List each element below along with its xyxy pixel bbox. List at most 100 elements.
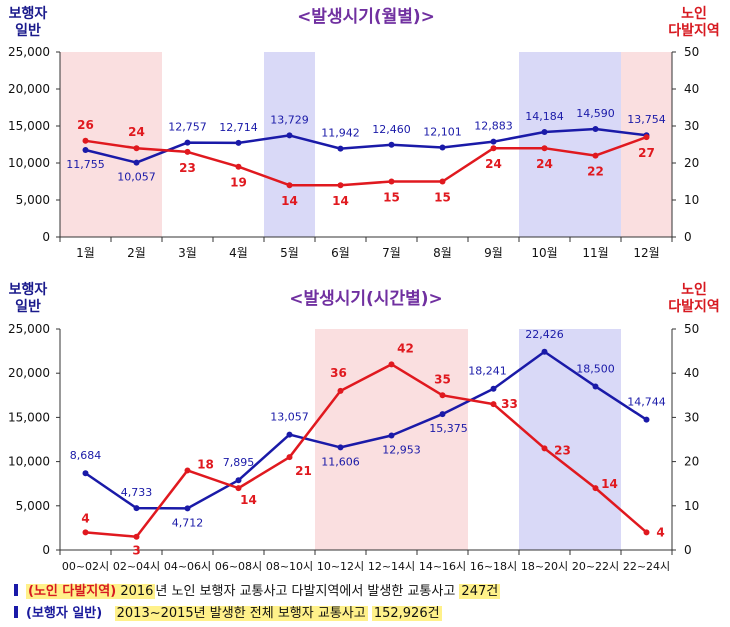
data-point — [592, 485, 599, 492]
bullet-mark — [14, 584, 18, 596]
data-label: 26 — [77, 118, 94, 132]
data-point — [286, 182, 293, 189]
right-tick-label: 10 — [684, 193, 699, 207]
senior-series-line — [85, 363, 648, 538]
data-label: 12,883 — [474, 120, 513, 133]
data-point — [388, 432, 395, 439]
data-point — [82, 529, 89, 536]
data-label: 22,426 — [525, 328, 564, 341]
left-tick-label: 5,000 — [16, 499, 50, 513]
x-tick-label: 3월 — [178, 246, 197, 260]
data-point — [184, 148, 191, 155]
data-label: 33 — [501, 397, 518, 411]
right-tick-label: 40 — [684, 366, 699, 380]
note1-tag: (노인 다발지역) — [28, 584, 117, 599]
data-point — [337, 444, 344, 451]
data-point — [82, 470, 89, 477]
x-tick-label: 1월 — [76, 246, 95, 260]
note-pedestrian-general: (보행자 일반) 2013~2015년 발생한 전체 보행자 교통사고 152,… — [14, 602, 442, 621]
data-point — [82, 147, 89, 154]
left-tick-label: 15,000 — [8, 410, 50, 424]
data-point — [439, 178, 446, 185]
x-tick-label: 6월 — [331, 246, 350, 260]
x-tick-label: 7월 — [382, 246, 401, 260]
x-tick-label: 2월 — [127, 246, 146, 260]
data-label: 24 — [536, 157, 553, 171]
data-label: 24 — [128, 125, 145, 139]
data-label: 24 — [485, 157, 502, 171]
bullet-mark — [14, 606, 18, 618]
data-label: 18,241 — [468, 365, 507, 378]
data-point — [235, 139, 242, 146]
data-point — [133, 159, 140, 166]
data-point — [643, 134, 650, 141]
hourly-chart: 0 5,000 10,000 15,000 20,000 25,000 0 10 20 30 40 5… — [8, 281, 720, 573]
data-label: 15,375 — [429, 422, 468, 435]
data-point — [133, 533, 140, 540]
data-label: 13,729 — [270, 113, 309, 126]
left-axis-title: 일반 — [15, 22, 41, 39]
data-label: 36 — [330, 366, 347, 380]
right-axis-title: 다발지역 — [668, 298, 720, 315]
x-tick-label: 20~22시 — [572, 560, 619, 573]
data-point — [490, 138, 497, 145]
x-tick-label: 18~20시 — [521, 560, 568, 573]
note2-text: 2013~2015년 발생한 전체 보행자 교통사고 — [114, 606, 368, 621]
data-label: 14 — [601, 477, 618, 491]
data-point — [337, 387, 344, 394]
data-label: 8,684 — [70, 449, 102, 462]
data-point — [133, 505, 140, 512]
data-label: 3 — [132, 544, 140, 558]
data-label: 21 — [295, 464, 312, 478]
left-tick-label: 0 — [42, 543, 50, 557]
highlight-band — [519, 52, 621, 237]
data-point — [592, 152, 599, 159]
data-label: 12,101 — [423, 125, 462, 138]
x-tick-label: 10~12시 — [317, 560, 364, 573]
data-label: 13,754 — [627, 113, 666, 126]
data-label: 14,590 — [576, 107, 615, 120]
data-point — [286, 431, 293, 438]
data-point — [541, 445, 548, 452]
data-point — [439, 144, 446, 151]
data-point — [592, 126, 599, 133]
left-tick-label: 10,000 — [8, 455, 50, 469]
x-tick-label: 14~16시 — [419, 560, 466, 573]
data-label: 27 — [638, 146, 655, 160]
note1-year: 2016 — [120, 584, 154, 599]
data-label: 12,460 — [372, 123, 411, 136]
x-tick-label: 8월 — [433, 246, 452, 260]
right-tick-label: 20 — [684, 156, 699, 170]
left-tick-label: 5,000 — [16, 193, 50, 207]
x-tick-label: 9월 — [484, 246, 503, 260]
right-axis-title: 노인 — [681, 281, 707, 298]
data-point — [82, 137, 89, 144]
data-label: 19 — [230, 176, 247, 190]
data-label: 4,712 — [172, 516, 204, 529]
x-tick-label: 22~24시 — [623, 560, 670, 573]
right-tick-label: 0 — [684, 543, 692, 557]
data-point — [337, 145, 344, 152]
note2-tag: (보행자 일반) — [26, 606, 103, 621]
right-axis-title: 다발지역 — [668, 22, 720, 39]
data-label: 4,733 — [121, 486, 153, 499]
data-point — [643, 529, 650, 536]
right-tick-label: 50 — [684, 322, 699, 336]
x-tick-label: 08~10시 — [266, 560, 313, 573]
data-point — [286, 454, 293, 461]
data-label: 14,184 — [525, 110, 564, 123]
data-point — [490, 145, 497, 152]
x-tick-label: 16~18시 — [470, 560, 517, 573]
data-label: 11,755 — [66, 158, 105, 171]
x-tick-label: 06~08시 — [215, 560, 262, 573]
left-axis-title: 일반 — [15, 298, 41, 315]
note1-text: 년 노인 보행자 교통사고 다발지역에서 발생한 교통사고 — [155, 584, 456, 599]
data-label: 14 — [281, 194, 298, 208]
left-tick-label: 0 — [42, 230, 50, 244]
x-tick-label: 02~04시 — [113, 560, 160, 573]
data-point — [388, 141, 395, 148]
data-label: 4 — [656, 525, 664, 539]
data-label: 4 — [81, 511, 89, 525]
chart-title: <발생시기(시간별)> — [289, 289, 443, 309]
